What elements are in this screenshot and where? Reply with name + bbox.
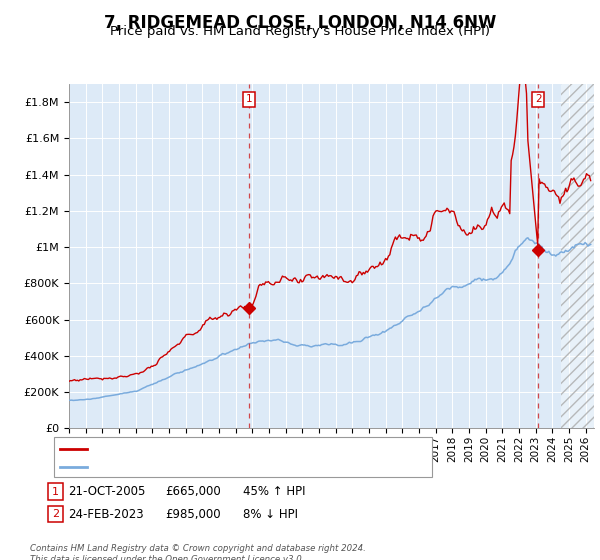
Text: 7, RIDGEMEAD CLOSE, LONDON, N14 6NW: 7, RIDGEMEAD CLOSE, LONDON, N14 6NW [104,14,496,32]
Text: £985,000: £985,000 [165,507,221,521]
Text: 21-OCT-2005: 21-OCT-2005 [68,485,145,498]
Text: £665,000: £665,000 [165,485,221,498]
Text: 45% ↑ HPI: 45% ↑ HPI [243,485,305,498]
Text: 2: 2 [52,509,59,519]
Text: 24-FEB-2023: 24-FEB-2023 [68,507,143,521]
Text: 1: 1 [245,95,253,105]
Text: 1: 1 [52,487,59,497]
Text: 7, RIDGEMEAD CLOSE, LONDON, N14 6NW (detached house): 7, RIDGEMEAD CLOSE, LONDON, N14 6NW (det… [91,444,394,454]
Text: Price paid vs. HM Land Registry's House Price Index (HPI): Price paid vs. HM Land Registry's House … [110,25,490,38]
Text: 2: 2 [535,95,541,105]
Bar [560,84,594,428]
Bar [560,84,594,428]
Text: HPI: Average price, detached house, Enfield: HPI: Average price, detached house, Enfi… [91,462,310,472]
Text: 8% ↓ HPI: 8% ↓ HPI [243,507,298,521]
Text: Contains HM Land Registry data © Crown copyright and database right 2024.
This d: Contains HM Land Registry data © Crown c… [30,544,366,560]
